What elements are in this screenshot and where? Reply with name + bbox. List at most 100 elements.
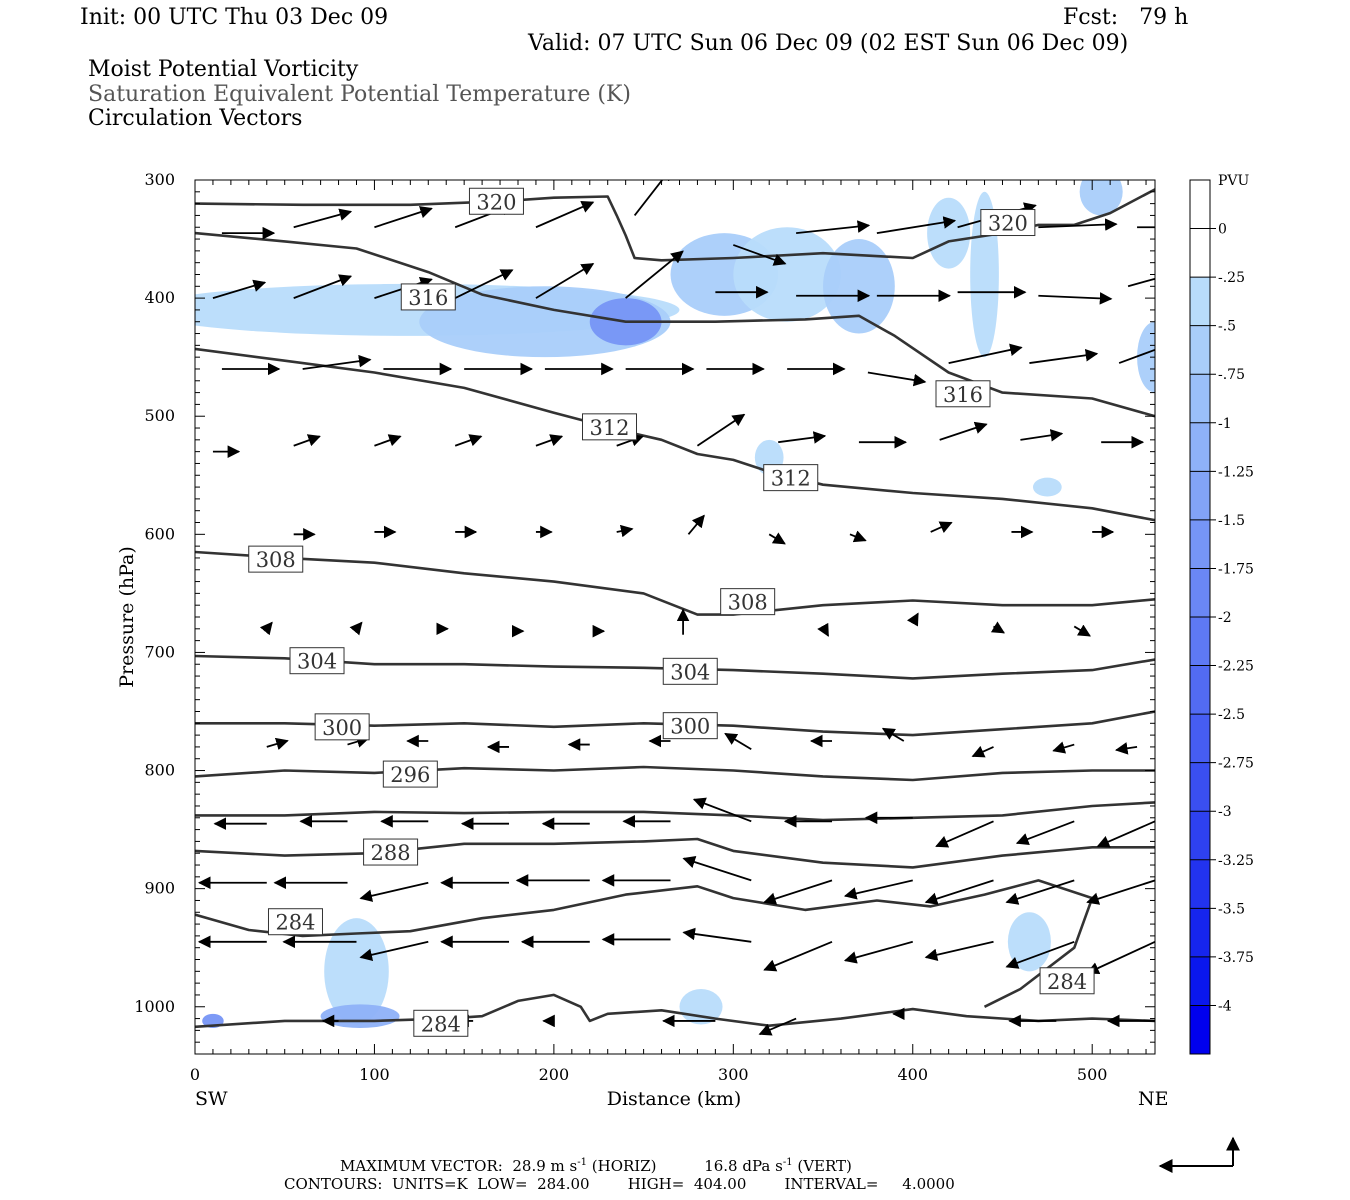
axes: 0 100 200 300 400 500 300 400 500 600 700 800 900 100…	[134, 170, 1155, 1084]
contour-info: CONTOURS: UNITS=K LOW= 284.00 HIGH= 404.…	[284, 1175, 955, 1193]
vector-8	[876, 216, 957, 235]
vector-1	[293, 208, 353, 229]
vector-2	[374, 206, 433, 229]
contour-label-1: 320	[980, 209, 1036, 237]
field-title-vectors: Circulation Vectors	[88, 106, 303, 131]
vector-43	[778, 431, 827, 444]
circulation-vectors	[197, 180, 1155, 1036]
vector-115	[1005, 940, 1075, 969]
colorbar-segment-6	[1190, 471, 1210, 520]
vector-53	[687, 514, 705, 535]
contour-label-11: 300	[662, 712, 718, 740]
vector-80	[1115, 742, 1138, 755]
vert-tag: (VERT)	[797, 1157, 852, 1175]
colorbar-segment-5	[1190, 422, 1210, 472]
colorbar-label: -3.75	[1218, 950, 1254, 966]
vector-101	[843, 879, 913, 900]
vector-33	[948, 343, 1023, 364]
colorbar-label: -2.25	[1218, 659, 1254, 675]
y-tick-label: 500	[144, 406, 175, 425]
colorbar-label: -2.75	[1218, 756, 1254, 772]
colorbar-segment-13	[1190, 811, 1210, 860]
contour-label-4: 312	[582, 413, 638, 441]
vector-66	[906, 612, 919, 627]
pv-shading	[195, 180, 1155, 1029]
colorbar-label: -3.25	[1218, 853, 1254, 869]
colorbar-segment-15	[1190, 908, 1210, 957]
vector-35	[1118, 348, 1155, 364]
contour-label-text: 312	[589, 416, 629, 440]
colorbar-label: -1.25	[1218, 464, 1254, 480]
vector-100	[763, 879, 833, 905]
vector-104	[1086, 879, 1155, 905]
contour-308-3	[195, 550, 1155, 616]
contour-labels: 320 320 316 316 312 312 308 308 304 304 300 300 296 2…	[248, 187, 1095, 1037]
pv-region-5	[823, 239, 895, 334]
colorbar-segment-12	[1190, 762, 1210, 812]
max-vector-label: MAXIMUM VECTOR:	[340, 1157, 503, 1175]
contour-label-15: 284	[1039, 967, 1095, 995]
vector-114	[924, 940, 994, 961]
vector-5	[633, 180, 672, 216]
contour-label-text: 320	[988, 212, 1028, 236]
vector-68	[1073, 624, 1091, 637]
contour-312-2	[195, 347, 1155, 522]
contour-label-0: 320	[468, 187, 524, 215]
colorbar-label: -4	[1218, 998, 1232, 1014]
vector-34	[1029, 349, 1099, 364]
vector-6	[733, 244, 787, 266]
vector-102	[924, 879, 994, 905]
x-tick-label: 500	[1077, 1065, 1108, 1084]
vector-75	[724, 732, 752, 751]
contour-label-9: 304	[662, 657, 718, 685]
vector-67	[990, 621, 1005, 634]
contour-label-8: 304	[289, 647, 345, 675]
contour-288-8	[195, 837, 1155, 869]
vector-32	[867, 371, 927, 387]
contour-label-5: 312	[763, 464, 819, 492]
vector-103	[1005, 879, 1075, 905]
y-tick-label: 800	[144, 761, 175, 780]
x-tick-label: 300	[718, 1065, 749, 1084]
contour-label-text: 300	[322, 716, 362, 740]
colorbar-segment-11	[1190, 714, 1210, 763]
contour-label-text: 316	[943, 383, 983, 407]
colorbar-segment-9	[1190, 617, 1210, 666]
reference-vector-icon	[1158, 1136, 1240, 1173]
colorbar-segment-16	[1190, 956, 1210, 1006]
vector-39	[454, 434, 483, 447]
contour-label-16: 284	[413, 1009, 469, 1037]
pv-region-8	[1137, 321, 1155, 393]
vector-56	[930, 521, 953, 534]
pv-region-14	[1007, 912, 1051, 972]
x-tick-label: 400	[897, 1065, 928, 1084]
vector-55	[849, 530, 867, 543]
vector-45	[939, 421, 988, 441]
contour-label-text: 296	[390, 763, 430, 787]
vector-107	[359, 940, 429, 961]
max-horiz-value: 28.9 m s	[512, 1157, 578, 1175]
colorbar-segment-2	[1190, 277, 1210, 326]
vector-90	[935, 820, 994, 848]
valid-time: Valid: 07 UTC Sun 06 Dec 09 (02 EST Sun …	[528, 31, 1129, 56]
vector-78	[971, 745, 994, 758]
colorbar-label: -3.5	[1218, 901, 1245, 917]
colorbar-segment-8	[1190, 568, 1210, 617]
colorbar-segment-7	[1190, 519, 1210, 569]
contour-label-14: 284	[267, 908, 323, 936]
max-vector-line: MAXIMUM VECTOR: 28.9 m s-1 (HORIZ) 16.8 …	[340, 1158, 852, 1174]
contour-label-7: 308	[720, 588, 776, 616]
vector-61	[349, 621, 363, 636]
field-title-theta-es: Saturation Equivalent Potential Temperat…	[88, 82, 631, 107]
contour-label-text: 304	[297, 650, 337, 674]
x-tick-label: 200	[539, 1065, 570, 1084]
contour-label-text: 304	[670, 660, 710, 684]
pv-region-11	[1032, 477, 1062, 497]
colorbar-segment-1	[1190, 228, 1210, 278]
colorbar-label: -.75	[1218, 367, 1245, 383]
y-tick-label: 1000	[134, 997, 175, 1016]
colorbar-segment-3	[1190, 325, 1210, 375]
vector-4	[535, 201, 595, 229]
y-tick-label: 400	[144, 288, 175, 307]
max-vert-value: 16.8 dPa s	[704, 1157, 783, 1175]
